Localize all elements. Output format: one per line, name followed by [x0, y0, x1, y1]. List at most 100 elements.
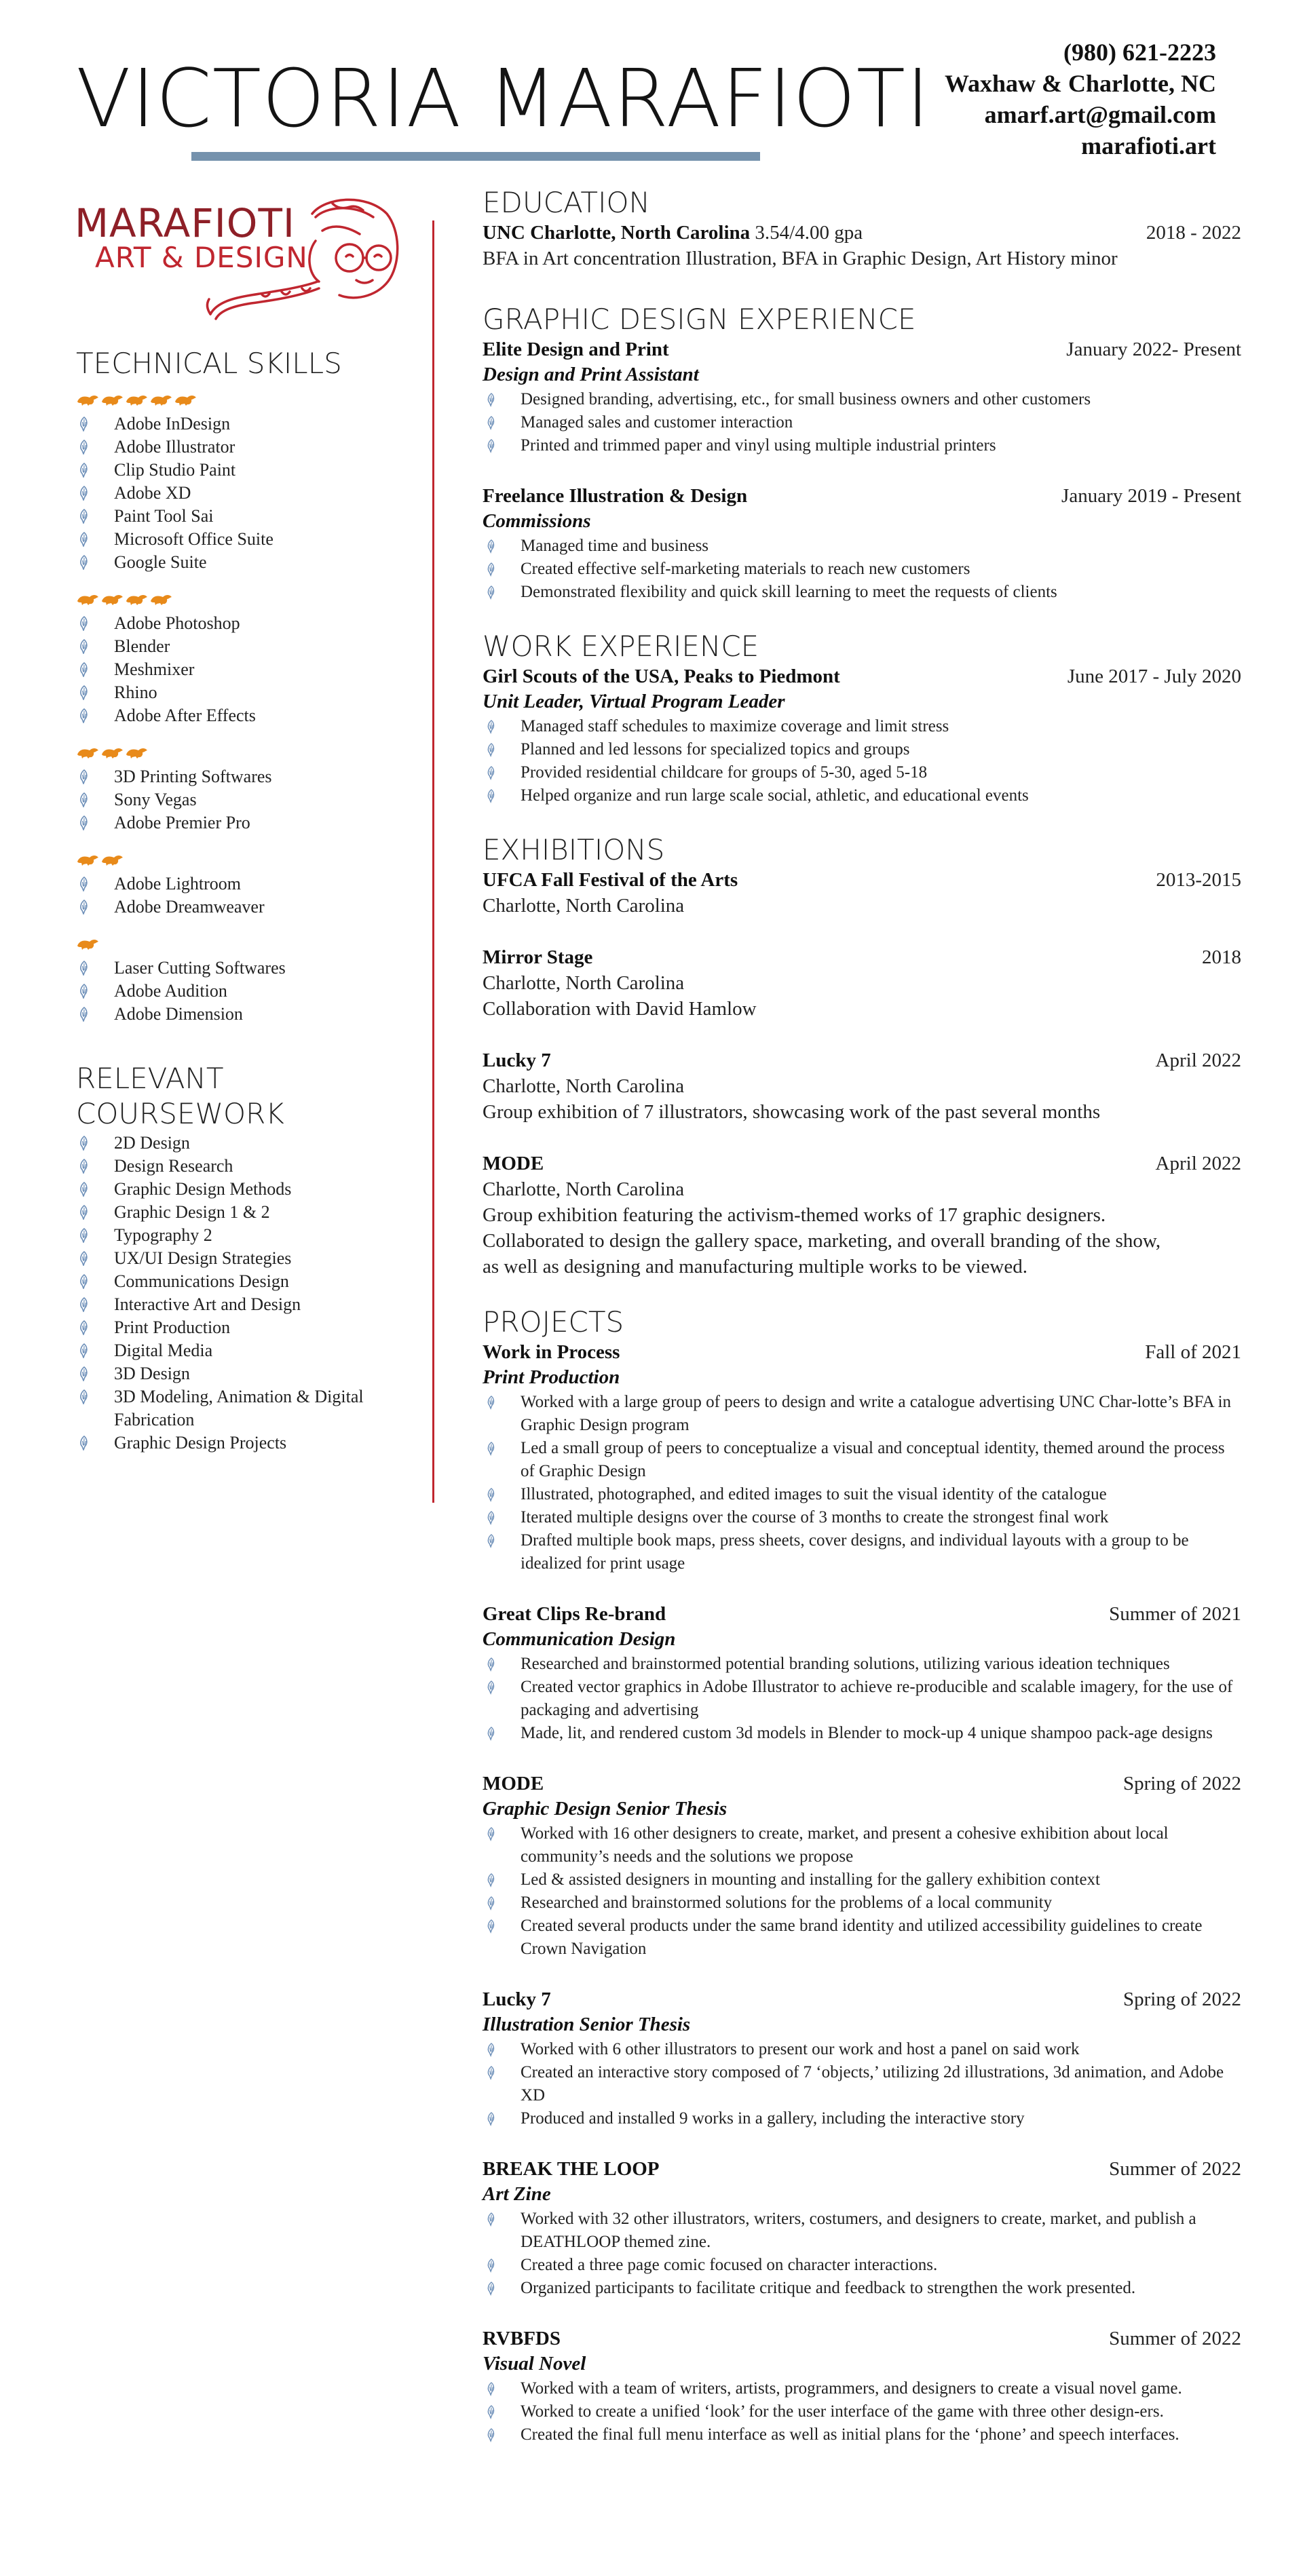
brush-bullet-icon [80, 1228, 88, 1243]
list-item-text: Adobe Photoshop [114, 613, 240, 633]
skill-level [76, 744, 415, 761]
resume-name: VICTORIA MARAFIOTI [76, 52, 930, 145]
brush-bullet-icon [80, 662, 88, 677]
list-item-text: Demonstrated flexibility and quick skill… [521, 583, 1057, 601]
skill-list: Adobe Photoshop Blender Meshmixer Rhino Adob… [76, 612, 415, 727]
brush-bullet-icon [487, 1727, 495, 1740]
list-item-text: Print Production [114, 1318, 231, 1337]
skill-group: Adobe Photoshop Blender Meshmixer Rhino Adob… [76, 590, 415, 727]
project-entry: Work in Process Fall of 2021 Print Product… [483, 1339, 1241, 1575]
brush-bullet-icon [80, 463, 88, 478]
brush-bullet-icon [80, 900, 88, 915]
exhibition-entries: UFCA Fall Festival of the Arts 2013-2015 C… [483, 867, 1241, 1280]
skill-group: 3D Printing Softwares Sony Vegas Adobe Pre… [76, 744, 415, 834]
skill-level [76, 935, 415, 953]
project-entries: Work in Process Fall of 2021 Print Product… [483, 1339, 1241, 2446]
list-item-text: Adobe Dimension [114, 1004, 243, 1024]
exhibition-dates: April 2022 [1155, 1153, 1241, 1174]
exhibition-line: Collaboration with David Hamlow [483, 998, 757, 1020]
exhibition-dates: 2018 [1202, 946, 1241, 968]
brush-bullet-icon [80, 1182, 88, 1197]
brush-bullet-icon [80, 769, 88, 784]
brush-bullet-icon [80, 1297, 88, 1312]
exhibition-line: Charlotte, North Carolina [483, 972, 685, 994]
brush-bullet-icon [80, 417, 88, 431]
skills-groups: Adobe InDesign Adobe Illustrator Clip Stud… [76, 391, 415, 1026]
brush-bullet-icon [80, 1436, 88, 1450]
brush-bullet-icon [487, 2382, 495, 2396]
list-item: Rhino [76, 681, 415, 704]
skill-list: Laser Cutting Softwares Adobe Audition Ado… [76, 957, 415, 1026]
brush-bullet-icon [80, 532, 88, 547]
brush-bullet-icon [80, 984, 88, 999]
logo-line-1: MARAFIOTI [75, 200, 295, 246]
list-item-text: Organized participants to facilitate cri… [521, 2279, 1136, 2297]
gd-experience-title: GRAPHIC DESIGN EXPERIENCE [483, 303, 916, 336]
work-role: Unit Leader, Virtual Program Leader [483, 691, 785, 712]
list-item: Google Suite [76, 551, 415, 574]
list-item: Adobe Premier Pro [76, 811, 415, 834]
list-item-text: Paint Tool Sai [114, 506, 214, 526]
list-item: Managed staff schedules to maximize cove… [483, 715, 1241, 738]
tiger-rating-icon [102, 396, 123, 406]
list-item-text: Typography 2 [114, 1225, 212, 1245]
list-item: Demonstrated flexibility and quick skill… [483, 581, 1241, 604]
gpa: 3.54/4.00 gpa [755, 222, 863, 244]
project-role: Visual Novel [483, 2353, 586, 2375]
brush-bullet-icon [487, 1657, 495, 1671]
list-item: Clip Studio Paint [76, 459, 415, 482]
project-bullets: Worked with 6 other illustrators to pres… [483, 2038, 1241, 2130]
name-underline [191, 152, 760, 161]
brush-bullet-icon [80, 486, 88, 501]
list-item: Adobe Dreamweaver [76, 896, 415, 919]
brush-bullet-icon [80, 1320, 88, 1335]
brush-bullet-icon [487, 1488, 495, 1501]
tiger-rating-icon [77, 396, 98, 406]
brush-bullet-icon [80, 1136, 88, 1151]
education-title: EDUCATION [483, 186, 650, 219]
list-item-text: Created the final full menu interface as… [521, 2425, 1179, 2444]
brush-bullet-icon [487, 1827, 495, 1841]
coursework-title: RELEVANT COURSEWORK [76, 1062, 284, 1130]
list-item-text: Adobe Audition [114, 981, 227, 1001]
list-item-text: Planned and led lessons for specialized … [521, 740, 910, 758]
degree: BFA in Art concentration Illustration, B… [483, 248, 1118, 269]
list-item: Worked with a large group of peers to de… [483, 1391, 1241, 1437]
brush-bullet-icon [487, 2043, 495, 2056]
exhibition-dates: 2013-2015 [1156, 869, 1241, 891]
contact-block: (980) 621-2223 Waxhaw & Charlotte, NC am… [945, 37, 1216, 161]
list-item-text: Microsoft Office Suite [114, 529, 273, 549]
project-role: Graphic Design Senior Thesis [483, 1798, 728, 1820]
list-item-text: Printed and trimmed paper and vinyl usin… [521, 436, 996, 455]
tiger-rating-icon [175, 396, 196, 406]
list-item-text: 2D Design [114, 1133, 190, 1153]
exhibition-entry: Lucky 7 April 2022 Charlotte, North Caroli… [483, 1047, 1241, 1125]
project-entry: RVBFDS Summer of 2022 Visual Novel Worked w… [483, 2326, 1241, 2446]
exhibition-line: Group exhibition featuring the activism-… [483, 1204, 1106, 1226]
list-item-text: Blender [114, 636, 170, 656]
entry-bullets: Designed branding, advertising, etc., fo… [483, 388, 1241, 457]
list-item: Produced and installed 9 works in a gall… [483, 2107, 1241, 2130]
list-item: Helped organize and run large scale soci… [483, 784, 1241, 807]
list-item-text: Graphic Design Methods [114, 1179, 292, 1199]
list-item: Adobe Illustrator [76, 436, 415, 459]
list-item-text: Provided residential childcare for group… [521, 763, 928, 782]
list-item: Researched and brainstormed potential br… [483, 1653, 1241, 1676]
project-name: RVBFDS [483, 2328, 561, 2349]
brush-bullet-icon [487, 2112, 495, 2126]
project-entry: Great Clips Re-brand Summer of 2021 Commun… [483, 1601, 1241, 1745]
tiger-rating-icon [126, 595, 147, 605]
skill-group: Laser Cutting Softwares Adobe Audition Ado… [76, 935, 415, 1026]
list-item-text: Adobe Dreamweaver [114, 897, 265, 917]
list-item-text: Led a small group of peers to conceptual… [521, 1439, 1225, 1480]
list-item: Planned and led lessons for specialized … [483, 738, 1241, 761]
list-item: Created vector graphics in Adobe Illustr… [483, 1676, 1241, 1722]
brush-bullet-icon [487, 2212, 495, 2226]
project-name: BREAK THE LOOP [483, 2158, 660, 2180]
entry-org: Freelance Illustration & Design [483, 485, 748, 507]
list-item: Adobe XD [76, 482, 415, 505]
brush-bullet-icon [487, 2066, 495, 2079]
tiger-rating-icon [126, 748, 147, 758]
list-item: UX/UI Design Strategies [76, 1247, 415, 1270]
list-item: Print Production [76, 1316, 415, 1339]
